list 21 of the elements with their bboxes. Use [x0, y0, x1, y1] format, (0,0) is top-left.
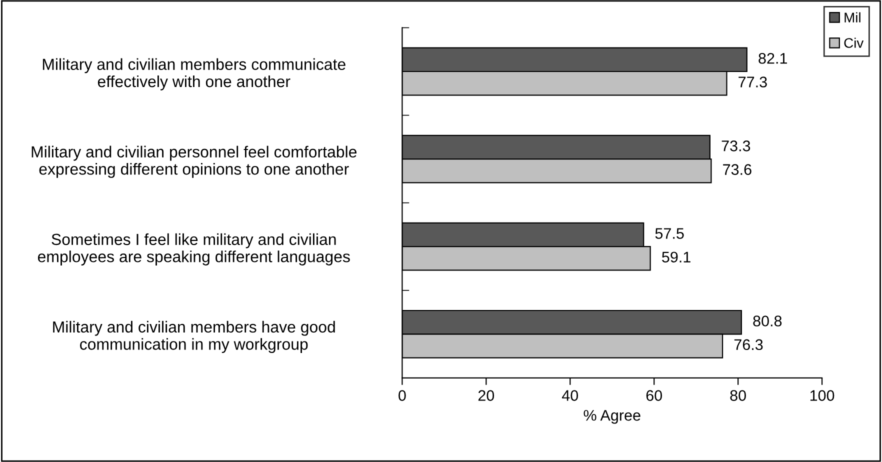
x-tick-label: 60	[646, 390, 662, 401]
y-tick-label: Military and civilian members communicate effectively with one another	[42, 58, 346, 90]
data-label: 82.1	[758, 52, 787, 64]
x-tick-label: 100	[810, 390, 834, 401]
x-axis-title: % Agree	[584, 410, 640, 424]
legend-label: Mil	[844, 12, 860, 22]
data-label: 73.6	[723, 164, 752, 175]
y-tick-label: Military and civilian personnel feel comfortable expressing different opinions to one another	[32, 146, 357, 178]
data-label: 80.8	[753, 316, 782, 326]
y-tick-label: Military and civilian members have good communication in my workgroup	[53, 320, 335, 354]
x-tick-label: 80	[730, 390, 746, 401]
x-tick-label: 40	[562, 390, 578, 401]
x-tick-label: 0	[398, 390, 406, 401]
data-label: 76.3	[734, 339, 763, 350]
x-tick-label: 20	[478, 390, 494, 401]
data-label: 57.5	[655, 228, 684, 239]
data-label: 77.3	[738, 76, 767, 88]
legend-label: Civ	[844, 38, 864, 48]
data-label: 59.1	[662, 252, 690, 263]
y-tick-label: Sometimes I feel like military and civilian employees are speaking different languages	[38, 233, 350, 266]
data-label: 73.3	[722, 140, 750, 152]
